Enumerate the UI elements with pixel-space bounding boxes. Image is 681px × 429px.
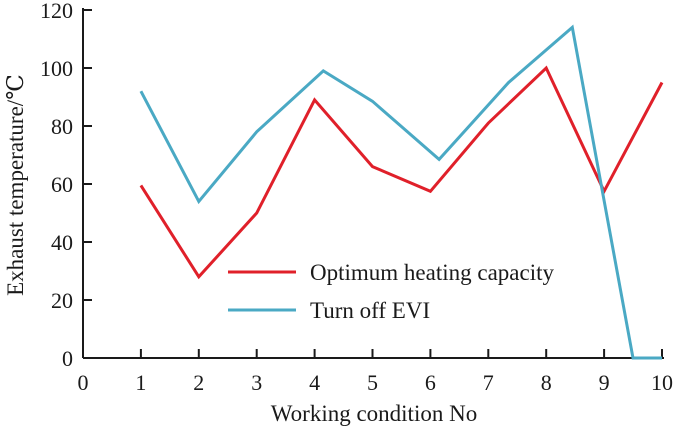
x-axis-title: Working condition No bbox=[271, 401, 477, 426]
y-axis-title: Exhaust temperature/℃ bbox=[3, 74, 28, 296]
x-tick-label: 8 bbox=[541, 370, 552, 395]
series-layer bbox=[139, 24, 664, 360]
y-tick-label: 80 bbox=[51, 114, 73, 139]
x-tick-label: 6 bbox=[425, 370, 436, 395]
y-tick-label: 60 bbox=[51, 172, 73, 197]
x-tick-label: 3 bbox=[251, 370, 262, 395]
y-tick-label: 100 bbox=[40, 56, 73, 81]
legend-label-2: Turn off EVI bbox=[310, 298, 430, 323]
x-tick-label: 5 bbox=[367, 370, 378, 395]
x-tick-label: 4 bbox=[309, 370, 320, 395]
y-tick-label: 0 bbox=[62, 346, 73, 371]
y-tick-label: 40 bbox=[51, 230, 73, 255]
x-tick-label: 10 bbox=[651, 370, 673, 395]
x-tick-label: 1 bbox=[135, 370, 146, 395]
legend-label-1: Optimum heating capacity bbox=[310, 260, 554, 285]
series-line-2 bbox=[139, 24, 662, 360]
x-tick-label: 9 bbox=[599, 370, 610, 395]
axes: 0 20 40 60 80 100 120 0 1 2 3 4 5 6 7 8 9 10 bbox=[40, 0, 673, 395]
series-line-1 bbox=[139, 65, 664, 280]
x-tick-label: 2 bbox=[193, 370, 204, 395]
x-tick-label: 0 bbox=[78, 370, 89, 395]
x-tick-label: 7 bbox=[483, 370, 494, 395]
y-tick-label: 20 bbox=[51, 288, 73, 313]
legend: Optimum heating capacity Turn off EVI bbox=[228, 260, 554, 323]
y-tick-label: 120 bbox=[40, 0, 73, 23]
